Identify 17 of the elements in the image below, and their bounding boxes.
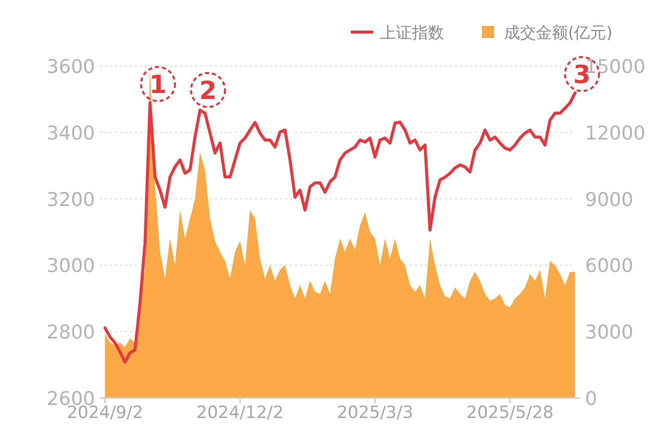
y2-tick-label: 12000 — [585, 122, 646, 144]
y-tick-label: 3400 — [46, 122, 95, 144]
y-tick-label: 3600 — [46, 56, 95, 78]
y-tick-label: 3000 — [46, 255, 95, 278]
x-tick-label: 2024/12/2 — [196, 403, 284, 423]
legend-label: 上证指数 — [380, 23, 444, 42]
annotation: 1 — [149, 70, 167, 99]
x-tick-label: 2025/3/3 — [336, 403, 414, 423]
y2-tick-label: 9000 — [585, 188, 634, 211]
y-tick-label: 3200 — [46, 188, 95, 211]
y-tick-label: 2800 — [46, 322, 95, 344]
y2-tick-label: 3000 — [585, 322, 634, 344]
legend-label: 成交金额(亿元) — [504, 23, 612, 42]
y2-tick-label: 6000 — [585, 255, 634, 278]
annotation: 2 — [199, 76, 217, 105]
x-tick-label: 2025/5/28 — [466, 403, 554, 423]
y2-tick-label: 0 — [585, 388, 598, 410]
